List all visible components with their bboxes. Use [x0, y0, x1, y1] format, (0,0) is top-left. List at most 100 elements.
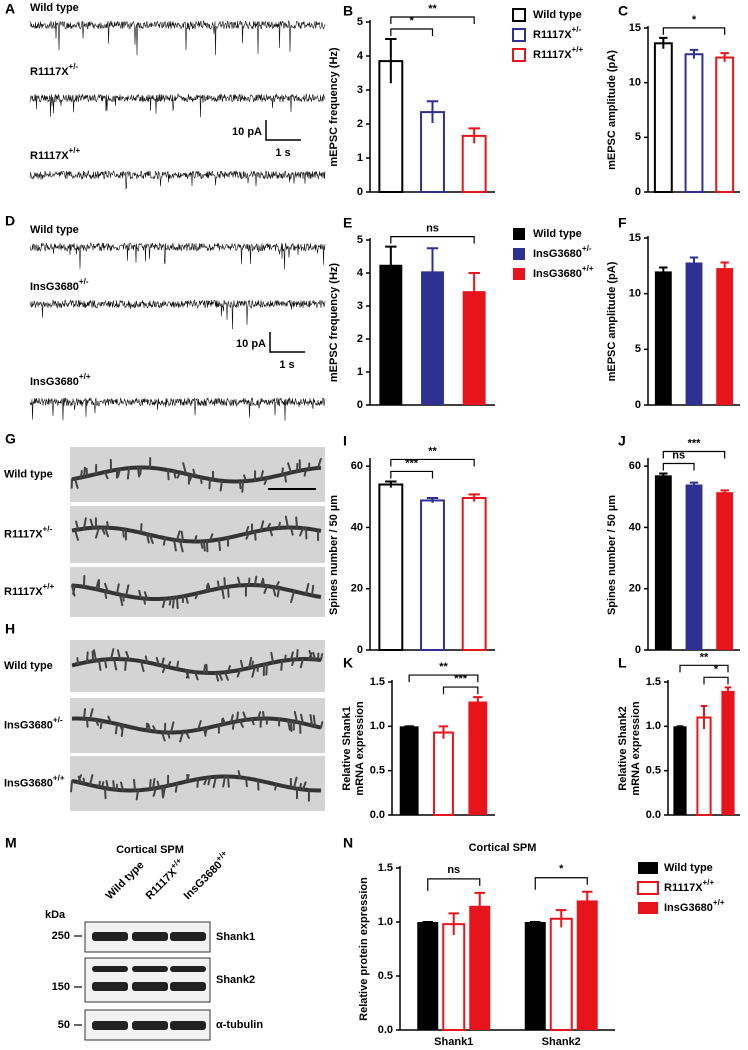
blot-band — [132, 932, 168, 941]
y-tick-label: 10 — [629, 288, 641, 300]
panel-letter: M — [5, 835, 17, 851]
y-axis-label: mEPSC amplitude (pA) — [606, 50, 618, 170]
panel-letter: G — [5, 431, 16, 447]
panel-letter: J — [618, 433, 626, 449]
y-axis-label: Spines number / 50 µm — [328, 495, 340, 615]
legend-label: Wild type — [664, 862, 713, 874]
legend-swatch — [638, 862, 658, 874]
error-bar — [720, 52, 729, 62]
bar — [469, 905, 491, 1030]
bar — [654, 475, 672, 650]
error-bar — [468, 272, 480, 310]
y-tick-label: 4 — [357, 267, 364, 279]
bar — [462, 291, 486, 405]
significance-bracket — [442, 686, 479, 695]
spines — [74, 515, 320, 553]
significance-bracket — [703, 676, 729, 685]
significance-label: ** — [439, 661, 448, 673]
panel-letter: I — [343, 433, 347, 449]
panel-letter: E — [343, 215, 352, 231]
trace — [29, 397, 326, 421]
legend-swatch — [513, 248, 525, 260]
scale-bar — [269, 332, 305, 353]
y-tick-label: 1 — [357, 366, 363, 378]
y-axis-label: mRNA expression — [354, 701, 366, 796]
significance-label: *** — [405, 457, 419, 469]
blot-membrane — [84, 957, 211, 1003]
scale-bar — [265, 120, 301, 141]
y-tick-label: 1.5 — [646, 676, 661, 688]
trace — [29, 299, 326, 330]
bar — [715, 56, 735, 193]
y-tick-label: 0 — [357, 186, 363, 198]
lane-label: Wild type — [104, 859, 147, 902]
y-tick-label: 15 — [629, 22, 641, 34]
legend-swatch — [513, 228, 525, 240]
significance-bracket — [390, 470, 434, 479]
y-tick-label: 40 — [629, 521, 641, 533]
blot-band — [170, 932, 206, 941]
spines — [71, 575, 315, 610]
significance-label: * — [692, 14, 697, 26]
significance-bracket — [679, 664, 729, 673]
legend-swatch — [637, 881, 659, 895]
y-tick-label: 0.0 — [646, 809, 661, 821]
dendrite — [71, 465, 322, 484]
y-tick-label: 1.5 — [378, 862, 393, 874]
y-tick-label: 5 — [635, 343, 641, 355]
significance-bracket — [427, 878, 481, 891]
image-label: R1117X+/+ — [4, 582, 54, 598]
trace — [29, 92, 326, 118]
legend-swatch — [512, 28, 526, 42]
error-bar — [720, 489, 729, 495]
y-tick-label: 0 — [635, 186, 641, 198]
y-axis-label: mEPSC amplitude (pA) — [606, 261, 618, 381]
legend-label: R1117X+/- — [533, 25, 581, 41]
significance-label: ** — [428, 3, 437, 15]
y-axis-label: Relative protein expression — [358, 877, 370, 1021]
error-bar — [438, 725, 449, 739]
spines — [70, 770, 310, 802]
significance-bracket — [662, 462, 695, 471]
blot-band — [170, 966, 206, 972]
y-tick-label: 0 — [357, 644, 363, 656]
legend-label: InsG3680+/- — [533, 244, 592, 260]
bar — [696, 716, 712, 817]
y-tick-label: 0.5 — [646, 765, 661, 777]
significance-bracket — [390, 28, 434, 36]
bar — [721, 690, 735, 815]
significance-label: ns — [672, 449, 685, 461]
legend-swatch — [512, 8, 526, 22]
image-label: InsG3680+/+ — [4, 774, 65, 790]
chart-title: Cortical SPM — [469, 842, 537, 854]
y-tick-label: 60 — [351, 460, 363, 472]
error-bar — [385, 38, 397, 84]
significance-bracket — [662, 27, 726, 35]
legend-label: InsG3680+/+ — [664, 898, 725, 914]
scale-label-y: 10 pA — [232, 126, 262, 138]
legend-swatch — [512, 48, 526, 62]
error-bar — [426, 497, 439, 503]
error-bar — [659, 36, 668, 49]
y-axis-label: mEPSC frequency (Hz) — [328, 47, 340, 167]
blot-row-label: α-tubulin — [216, 1019, 263, 1031]
bar — [685, 262, 703, 405]
y-tick-label: 3 — [357, 300, 363, 312]
image-label: InsG3680+/- — [4, 716, 63, 732]
error-bar — [426, 100, 439, 123]
error-bar — [385, 480, 397, 488]
panel-letter: B — [343, 3, 353, 19]
error-bar — [689, 481, 699, 487]
trace — [29, 170, 326, 190]
bar — [468, 701, 488, 815]
legend-swatch — [513, 268, 525, 280]
blot-band — [92, 982, 128, 991]
significance-label: *** — [454, 673, 468, 685]
significance-label: ns — [447, 864, 460, 876]
y-tick-label: 1.0 — [646, 720, 661, 732]
panel-letter: F — [618, 215, 627, 231]
y-tick-label: 0.0 — [370, 809, 385, 821]
y-tick-label: 3 — [357, 84, 363, 96]
error-bar — [659, 266, 668, 276]
bar — [378, 483, 404, 652]
